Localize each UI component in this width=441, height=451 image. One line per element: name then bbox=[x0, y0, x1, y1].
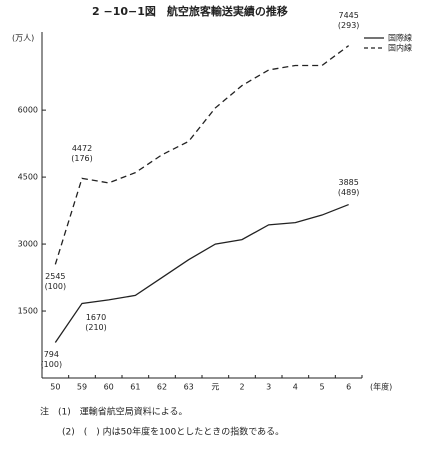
y-tick-label: 4500 bbox=[18, 173, 38, 182]
y-tick-label: 3000 bbox=[18, 240, 38, 249]
x-tick-label: 2 bbox=[239, 383, 244, 392]
x-tick-label: 50 bbox=[50, 383, 60, 392]
series-line bbox=[54, 203, 349, 343]
chart-title: 2 −10−1図 航空旅客輸送実績の推移 bbox=[92, 4, 288, 18]
index-label: (100) bbox=[41, 360, 63, 369]
x-tick-label: 4 bbox=[293, 383, 298, 392]
note: 注 (1) 運輸省航空局資料による。 bbox=[40, 406, 187, 418]
legend-label: 国内線 bbox=[388, 43, 412, 53]
data-label: 7445 bbox=[338, 11, 358, 20]
x-tick-label: 6 bbox=[346, 383, 351, 392]
data-label: 3885 bbox=[338, 178, 358, 187]
y-axis-label: (万人) bbox=[12, 34, 34, 43]
x-tick-label: 元 bbox=[211, 383, 219, 392]
data-label: 4472 bbox=[72, 144, 92, 153]
index-label: (210) bbox=[85, 323, 107, 332]
index-label: (489) bbox=[338, 188, 360, 197]
data-label: 2545 bbox=[45, 272, 65, 281]
x-tick-label: 5 bbox=[319, 383, 324, 392]
y-tick-label: 1500 bbox=[18, 307, 38, 316]
index-label: (293) bbox=[338, 21, 360, 30]
index-label: (176) bbox=[71, 154, 93, 163]
x-tick-label: 63 bbox=[184, 383, 194, 392]
index-label: (100) bbox=[45, 282, 67, 291]
y-tick-label: 6000 bbox=[18, 106, 38, 115]
legend-label: 国際線 bbox=[388, 33, 412, 43]
x-axis-label: (年度) bbox=[370, 382, 392, 392]
data-label: 794 bbox=[44, 350, 59, 359]
x-tick-label: 62 bbox=[157, 383, 167, 392]
x-tick-label: 61 bbox=[130, 383, 140, 392]
data-label: 1670 bbox=[86, 313, 106, 322]
note: (2) ( ) 内は50年度を100としたときの指数である。 bbox=[62, 426, 284, 438]
x-tick-label: 59 bbox=[77, 383, 87, 392]
x-tick-label: 60 bbox=[104, 383, 114, 392]
x-tick-label: 3 bbox=[266, 383, 271, 392]
series-line bbox=[54, 45, 350, 265]
